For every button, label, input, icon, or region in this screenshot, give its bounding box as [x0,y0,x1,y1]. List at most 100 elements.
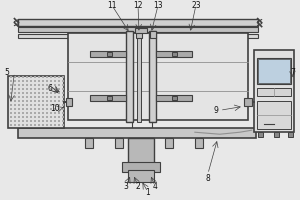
Bar [18,96,20,98]
Bar [26,108,28,110]
Bar [122,162,160,172]
Bar [26,112,28,114]
Bar [62,108,64,110]
Bar [54,120,56,122]
Bar [58,84,60,86]
Bar [46,120,48,122]
Bar [38,80,40,82]
Bar [42,76,44,78]
Bar [38,96,40,98]
Text: 13: 13 [153,1,163,10]
Text: 7: 7 [290,68,295,77]
Bar [26,104,28,106]
Bar [128,138,154,165]
Bar [42,108,44,110]
Bar [62,100,64,102]
Bar [18,120,20,122]
Bar [30,84,32,86]
Bar [11,84,12,86]
Bar [34,116,36,118]
Bar [50,112,52,114]
Bar [38,116,40,118]
Bar [34,76,36,78]
Bar [30,120,32,122]
Bar [30,100,32,102]
Bar [107,96,112,100]
Bar [54,76,56,78]
Bar [50,80,52,82]
Bar [149,31,156,122]
Bar [22,108,24,110]
Bar [62,124,64,126]
Bar [68,33,248,120]
Bar [18,128,256,138]
Text: 2: 2 [136,182,140,191]
Bar [34,80,36,82]
Bar [34,104,36,106]
Bar [54,92,56,94]
Bar [42,124,44,126]
Bar [26,124,28,126]
Bar [66,98,72,106]
Bar [30,108,32,110]
Bar [26,96,28,98]
Bar [42,96,44,98]
Bar [42,88,44,90]
Bar [58,96,60,98]
Bar [54,96,56,98]
Bar [22,104,24,106]
Bar [11,116,12,118]
Bar [30,88,32,90]
Bar [18,34,258,38]
Bar [58,76,60,78]
Bar [38,104,40,106]
Bar [22,80,24,82]
Bar [50,96,52,98]
Bar [50,104,52,106]
Bar [46,100,48,102]
Bar [18,76,20,78]
Text: 8: 8 [206,174,210,183]
Bar [58,88,60,90]
Bar [46,124,48,126]
Bar [14,100,16,102]
Bar [34,108,36,110]
Bar [46,104,48,106]
Bar [54,116,56,118]
Bar [30,116,32,118]
Bar [34,100,36,102]
Bar [62,112,64,114]
Bar [22,84,24,86]
Bar [50,116,52,118]
Bar [18,27,258,32]
Bar [26,116,28,118]
Bar [42,80,44,82]
Bar [34,112,36,114]
Bar [14,108,16,110]
Bar [18,80,20,82]
Bar [42,100,44,102]
Text: 4: 4 [152,182,158,191]
Bar [34,84,36,86]
Text: 11: 11 [107,1,117,10]
Bar [11,112,12,114]
Bar [137,31,141,122]
Bar [18,104,20,106]
Text: 9: 9 [213,106,218,115]
Bar [150,31,156,38]
Bar [34,120,36,122]
Bar [14,120,16,122]
Bar [156,51,192,57]
Bar [14,112,16,114]
Bar [126,31,133,122]
Bar [62,104,64,106]
Bar [38,88,40,90]
Text: 12: 12 [133,1,143,10]
Bar [11,100,12,102]
Bar [54,88,56,90]
Bar [288,132,292,137]
Bar [58,108,60,110]
Bar [42,112,44,114]
Bar [34,124,36,126]
Bar [14,124,16,126]
